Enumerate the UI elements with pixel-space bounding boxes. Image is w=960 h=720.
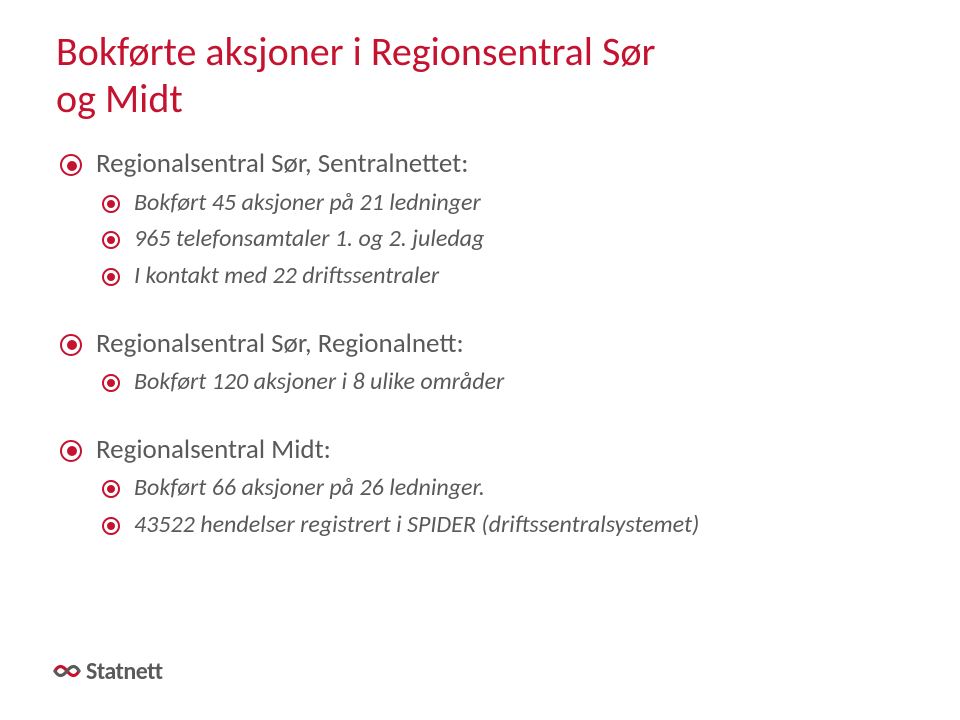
section-heading: Regionalsentral Midt: Bokført 66 aksjone… (56, 430, 904, 543)
section-heading: Regionalsentral Sør, Regionalnett: Bokfø… (56, 324, 904, 400)
sub-item: Bokført 66 aksjoner på 26 ledninger. (96, 471, 904, 506)
sub-list: Bokført 66 aksjoner på 26 ledninger. 435… (96, 471, 904, 543)
page-title: Bokførte aksjoner i Regionsentral Sør og… (56, 28, 904, 122)
sub-item: 43522 hendelser registrert i SPIDER (dri… (96, 508, 904, 543)
sub-list: Bokført 45 aksjoner på 21 ledninger 965 … (96, 186, 904, 294)
sub-item: Bokført 45 aksjoner på 21 ledninger (96, 186, 904, 221)
logo-mark-icon (52, 656, 82, 686)
logo-text: Statnett (86, 657, 163, 686)
bullet-list: Regionalsentral Sør, Sentralnettet: Bokf… (56, 144, 904, 542)
section-heading: Regionalsentral Sør, Sentralnettet: Bokf… (56, 144, 904, 294)
section-heading-text: Regionalsentral Sør, Sentralnettet: (96, 147, 468, 180)
sub-item: I kontakt med 22 driftssentraler (96, 259, 904, 294)
section-heading-text: Regionalsentral Sør, Regionalnett: (96, 327, 464, 360)
sub-item: Bokført 120 aksjoner i 8 ulike områder (96, 365, 904, 400)
slide: Bokførte aksjoner i Regionsentral Sør og… (0, 0, 960, 720)
section-heading-text: Regionalsentral Midt: (96, 433, 331, 466)
logo: Statnett (52, 656, 163, 686)
title-line-2: og Midt (56, 74, 183, 123)
title-line-1: Bokførte aksjoner i Regionsentral Sør (56, 27, 655, 76)
sub-list: Bokført 120 aksjoner i 8 ulike områder (96, 365, 904, 400)
sub-item: 965 telefonsamtaler 1. og 2. juledag (96, 222, 904, 257)
